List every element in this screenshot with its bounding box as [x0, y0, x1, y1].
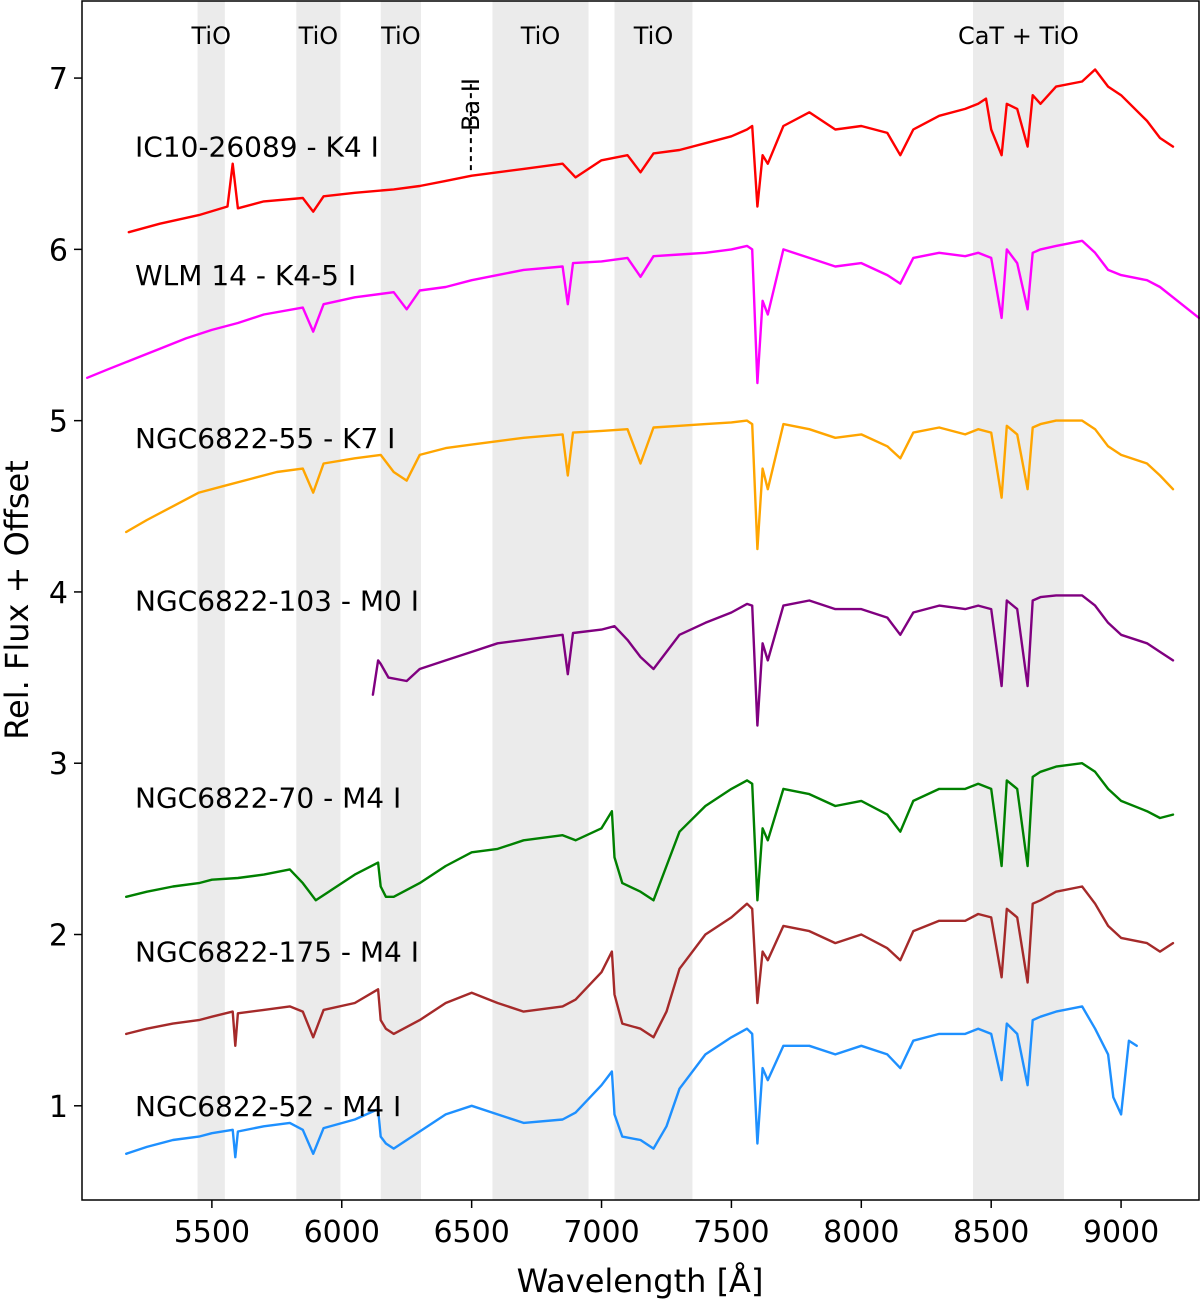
spectra-series	[85, 68, 1200, 1159]
y-axis-ticks: 1 2 3 4 5 6 7	[49, 62, 82, 1125]
y-tick-label-1: 2	[49, 919, 68, 954]
y-tick-label-5: 6	[49, 233, 68, 268]
series-label-0: IC10-26089 - K4 I	[135, 131, 379, 164]
series-line-6	[124, 1005, 1138, 1159]
series-line-3	[371, 594, 1175, 727]
series-label-3: NGC6822-103 - M0 I	[135, 585, 419, 618]
x-tick-label-2: 6500	[433, 1215, 509, 1250]
band-2	[380, 1, 421, 1200]
x-tick-label-5: 8000	[823, 1215, 899, 1250]
band-label-3: TiO	[520, 22, 560, 50]
series-label-1: WLM 14 - K4-5 I	[135, 259, 356, 292]
band-4	[614, 1, 693, 1200]
series-label-2: NGC6822-55 - K7 I	[135, 422, 395, 455]
series-line-0	[127, 68, 1175, 234]
annotation-label-0: Ba II	[457, 78, 485, 131]
x-tick-label-7: 9000	[1083, 1215, 1159, 1250]
x-axis-ticks: 5500 6000 6500 7000 7500 8000 8500 9000	[174, 1200, 1159, 1250]
series-label-6: NGC6822-52 - M4 I	[135, 1090, 401, 1123]
x-tick-label-3: 7000	[563, 1215, 639, 1250]
band-5	[973, 1, 1064, 1200]
y-tick-label-0: 1	[49, 1090, 68, 1125]
plot-frame	[81, 0, 1200, 1201]
y-tick-label-2: 3	[49, 747, 68, 782]
series-line-5	[124, 885, 1175, 1048]
absorption-bands: TiO TiO TiO TiO TiO CaT + TiO	[190, 1, 1079, 1200]
band-label-1: TiO	[298, 22, 338, 50]
series-label-4: NGC6822-70 - M4 I	[135, 781, 401, 814]
x-tick-label-0: 5500	[174, 1215, 250, 1250]
band-label-5: CaT + TiO	[958, 22, 1079, 50]
y-tick-label-3: 4	[49, 576, 68, 611]
band-0	[197, 1, 225, 1200]
y-tick-label-4: 5	[49, 405, 68, 440]
y-tick-label-6: 7	[49, 62, 68, 97]
x-tick-label-4: 7500	[693, 1215, 769, 1250]
band-label-2: TiO	[380, 22, 420, 50]
series-labels: IC10-26089 - K4 I WLM 14 - K4-5 I NGC6822-…	[135, 131, 419, 1123]
series-label-5: NGC6822-175 - M4 I	[135, 936, 419, 969]
band-label-0: TiO	[190, 22, 230, 50]
annotations: Ba II	[457, 78, 485, 173]
band-3	[492, 1, 589, 1200]
x-axis-label: Wavelength [Å]	[517, 1262, 764, 1300]
series-line-1	[85, 239, 1200, 385]
x-tick-label-6: 8500	[953, 1215, 1029, 1250]
x-tick-label-1: 6000	[304, 1215, 380, 1250]
series-line-2	[124, 419, 1175, 551]
series-line-4	[124, 762, 1175, 902]
y-axis-label: Rel. Flux + Offset	[0, 460, 36, 740]
band-label-4: TiO	[633, 22, 673, 50]
